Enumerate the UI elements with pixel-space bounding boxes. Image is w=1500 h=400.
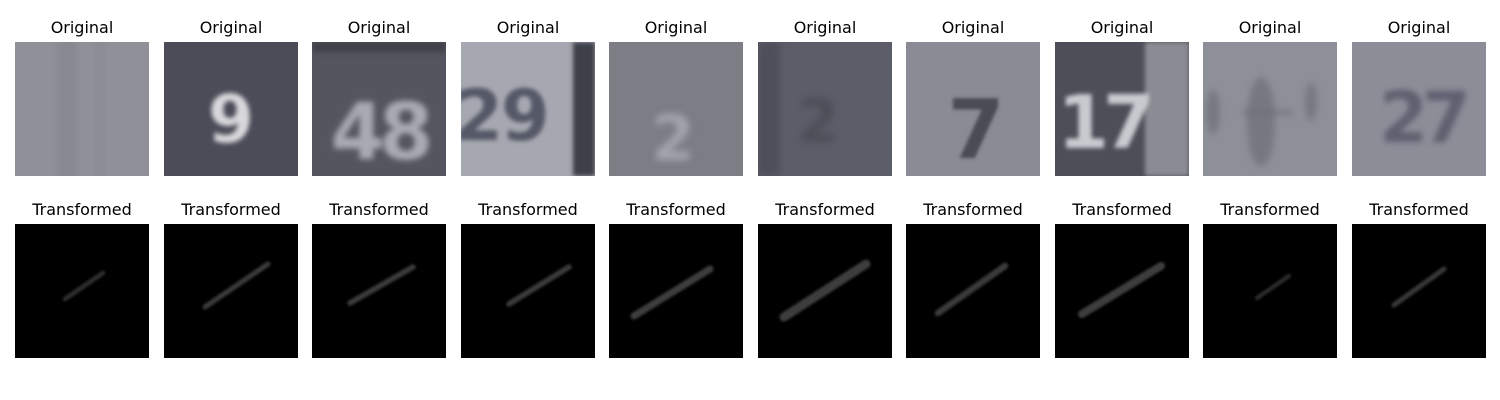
diagonal-stroke-icon bbox=[202, 261, 271, 310]
original-image-1-canvas bbox=[15, 42, 149, 176]
image-background bbox=[312, 42, 446, 176]
original-image-10-canvas: 27 bbox=[1352, 42, 1486, 176]
original-panel-title: Original bbox=[1090, 18, 1154, 37]
digit-glyph: 9 bbox=[208, 81, 254, 158]
original-image-5: 2 bbox=[609, 42, 743, 176]
transformed-image-8-canvas bbox=[1055, 224, 1189, 358]
diagonal-stroke-icon bbox=[62, 270, 106, 302]
transformed-image-4 bbox=[461, 224, 595, 358]
original-panel-title: Original bbox=[793, 18, 857, 37]
transformed-image-6 bbox=[758, 224, 892, 358]
transformed-panel-title: Transformed bbox=[923, 200, 1023, 219]
edge-shade bbox=[573, 42, 595, 176]
original-image-4: 29 bbox=[461, 42, 595, 176]
transformed-image-5 bbox=[609, 224, 743, 358]
digit-glyph: 17 bbox=[1058, 80, 1149, 166]
image-background bbox=[906, 42, 1040, 176]
diagonal-stroke-icon bbox=[506, 264, 572, 307]
image-background bbox=[312, 224, 446, 358]
transformed-image-2-canvas bbox=[164, 224, 298, 358]
transformed-image-4-canvas bbox=[461, 224, 595, 358]
original-image-2-canvas: 9 bbox=[164, 42, 298, 176]
transformed-panel-title: Transformed bbox=[478, 200, 578, 219]
transformed-image-2 bbox=[164, 224, 298, 358]
original-panel-title: Original bbox=[199, 18, 263, 37]
edge-shade bbox=[1145, 42, 1189, 176]
digit-glyph: 2 bbox=[651, 102, 694, 175]
original-image-2: 9 bbox=[164, 42, 298, 176]
transformed-image-7 bbox=[906, 224, 1040, 358]
digit-glyph: 7 bbox=[947, 83, 1004, 176]
image-background bbox=[609, 42, 743, 176]
diagonal-stroke-icon bbox=[630, 265, 714, 320]
original-panel-title: Original bbox=[496, 18, 560, 37]
faint-bar-icon bbox=[57, 42, 77, 176]
transformed-panel-title: Transformed bbox=[32, 200, 132, 219]
original-panel-title: Original bbox=[644, 18, 708, 37]
transformed-image-3 bbox=[312, 224, 446, 358]
original-image-5-canvas: 2 bbox=[609, 42, 743, 176]
original-image-7: 7 bbox=[906, 42, 1040, 176]
transformed-panel-title: Transformed bbox=[1369, 200, 1469, 219]
transformed-image-5-canvas bbox=[609, 224, 743, 358]
diagonal-stroke-icon bbox=[347, 264, 416, 306]
transformed-image-9-canvas bbox=[1203, 224, 1337, 358]
original-panel-title: Original bbox=[1387, 18, 1451, 37]
faint-bar-icon bbox=[97, 42, 103, 176]
digit-glyph: 48 bbox=[331, 88, 429, 176]
transformed-image-8 bbox=[1055, 224, 1189, 358]
digit-glyph: 29 bbox=[461, 75, 548, 157]
original-image-8-canvas: 17 bbox=[1055, 42, 1189, 176]
original-image-9 bbox=[1203, 42, 1337, 176]
transformed-panel-title: Transformed bbox=[626, 200, 726, 219]
image-background bbox=[15, 224, 149, 358]
transformed-image-10 bbox=[1352, 224, 1486, 358]
image-background bbox=[1352, 42, 1486, 176]
transformed-image-6-canvas bbox=[758, 224, 892, 358]
original-image-9-canvas bbox=[1203, 42, 1337, 176]
edge-shade bbox=[312, 42, 446, 52]
digit-glyph: 27 bbox=[1379, 77, 1466, 159]
transformed-image-1 bbox=[15, 224, 149, 358]
diagonal-stroke-icon bbox=[1255, 274, 1291, 300]
diagonal-stroke-icon bbox=[1078, 262, 1165, 318]
original-image-7-canvas: 7 bbox=[906, 42, 1040, 176]
transformed-panel-title: Transformed bbox=[775, 200, 875, 219]
transformed-image-3-canvas bbox=[312, 224, 446, 358]
original-panel-title: Original bbox=[347, 18, 411, 37]
original-image-3-canvas: 48 bbox=[312, 42, 446, 176]
original-panel-title: Original bbox=[1238, 18, 1302, 37]
transformed-image-9 bbox=[1203, 224, 1337, 358]
original-image-6-canvas: 2 bbox=[758, 42, 892, 176]
transformed-panel-title: Transformed bbox=[329, 200, 429, 219]
original-image-8: 17 bbox=[1055, 42, 1189, 176]
transformed-panel-title: Transformed bbox=[181, 200, 281, 219]
transformed-image-10-canvas bbox=[1352, 224, 1486, 358]
diagonal-stroke-icon bbox=[934, 262, 1009, 317]
diagonal-stroke-icon bbox=[779, 259, 871, 322]
transformed-panel-title: Transformed bbox=[1072, 200, 1172, 219]
transformed-panel-title: Transformed bbox=[1220, 200, 1320, 219]
faint-symbol-icon bbox=[1247, 77, 1275, 167]
original-image-3: 48 bbox=[312, 42, 446, 176]
faint-symbol-icon bbox=[1305, 82, 1317, 122]
original-image-10: 27 bbox=[1352, 42, 1486, 176]
edge-shade bbox=[758, 42, 780, 176]
digit-glyph: 2 bbox=[797, 87, 839, 157]
transformed-image-7-canvas bbox=[906, 224, 1040, 358]
image-background bbox=[758, 42, 892, 176]
original-image-4-canvas: 29 bbox=[461, 42, 595, 176]
transformed-image-1-canvas bbox=[15, 224, 149, 358]
image-background bbox=[15, 42, 149, 176]
faint-symbol-icon bbox=[1206, 89, 1220, 135]
original-image-1 bbox=[15, 42, 149, 176]
diagonal-stroke-icon bbox=[1391, 266, 1447, 308]
original-panel-title: Original bbox=[941, 18, 1005, 37]
original-image-6: 2 bbox=[758, 42, 892, 176]
image-background bbox=[164, 42, 298, 176]
original-panel-title: Original bbox=[50, 18, 114, 37]
image-background bbox=[1352, 224, 1486, 358]
image-background bbox=[461, 42, 595, 176]
faint-symbol-icon bbox=[1243, 110, 1293, 115]
